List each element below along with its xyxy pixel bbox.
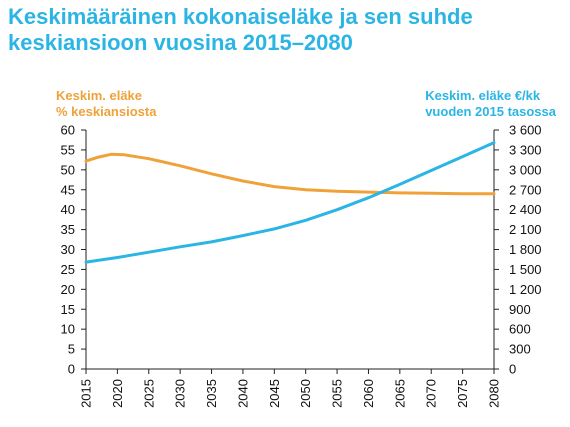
right-axis-label-line-2: vuoden 2015 tasossa bbox=[425, 104, 556, 119]
left-y-tick-label: 25 bbox=[61, 262, 75, 277]
x-tick-label: 2015 bbox=[79, 379, 94, 408]
right-y-tick-label: 2 100 bbox=[509, 222, 542, 237]
right-y-tick-label: 2 400 bbox=[509, 202, 542, 217]
x-tick-label: 2045 bbox=[267, 379, 282, 408]
right-y-tick-label: 3 000 bbox=[509, 162, 542, 177]
x-tick-label: 2080 bbox=[487, 379, 502, 408]
chart-title: Keskimääräinen kokonaiseläke ja sen suhd… bbox=[8, 4, 473, 56]
x-tick-label: 2065 bbox=[392, 379, 407, 408]
chart-title-line-2: keskiansioon vuosina 2015–2080 bbox=[8, 30, 353, 55]
ratio-series-line bbox=[84, 152, 496, 196]
x-tick-label: 2075 bbox=[455, 379, 470, 408]
right-y-tick-label: 300 bbox=[509, 342, 531, 357]
x-tick-label: 2030 bbox=[173, 379, 188, 408]
left-axis-label-line-2: % keskiansiosta bbox=[56, 104, 157, 119]
left-y-tick-label: 50 bbox=[61, 162, 75, 177]
left-y-tick-label: 20 bbox=[61, 282, 75, 297]
right-y-tick-label: 2 700 bbox=[509, 182, 542, 197]
x-tick-label: 2040 bbox=[235, 379, 250, 408]
left-axis-label: Keskim. eläke % keskiansiosta bbox=[56, 88, 156, 120]
x-tick-label: 2020 bbox=[110, 379, 125, 408]
right-y-tick-label: 600 bbox=[509, 322, 531, 337]
x-tick-label: 2070 bbox=[424, 379, 439, 408]
x-tick-label: 2050 bbox=[298, 379, 313, 408]
chart-title-line-1: Keskimääräinen kokonaiseläke ja sen suhd… bbox=[8, 4, 473, 29]
left-y-tick-label: 35 bbox=[61, 222, 75, 237]
left-y-tick-label: 5 bbox=[68, 342, 75, 357]
right-y-tick-label: 3 300 bbox=[509, 142, 542, 157]
left-y-tick-label: 15 bbox=[61, 302, 75, 317]
left-y-tick-label: 10 bbox=[61, 322, 75, 337]
left-y-tick-label: 0 bbox=[68, 362, 75, 377]
left-y-tick-label: 45 bbox=[61, 182, 75, 197]
right-y-tick-label: 0 bbox=[509, 362, 516, 377]
right-y-tick-label: 900 bbox=[509, 302, 531, 317]
left-y-tick-label: 60 bbox=[61, 123, 75, 138]
pension-series-line bbox=[84, 141, 496, 264]
right-y-tick-label: 3 600 bbox=[509, 123, 542, 138]
right-axis-label-line-1: Keskim. eläke €/kk bbox=[425, 88, 541, 103]
left-axis-label-line-1: Keskim. eläke bbox=[56, 88, 143, 103]
right-y-tick-label: 1 200 bbox=[509, 282, 542, 297]
left-y-tick-label: 30 bbox=[61, 242, 75, 257]
left-y-tick-label: 55 bbox=[61, 142, 75, 157]
right-y-tick-label: 1 800 bbox=[509, 242, 542, 257]
x-tick-label: 2035 bbox=[204, 379, 219, 408]
right-y-tick-label: 1 500 bbox=[509, 262, 542, 277]
right-axis-label: Keskim. eläke €/kk vuoden 2015 tasossa bbox=[425, 88, 556, 120]
x-tick-label: 2060 bbox=[361, 379, 376, 408]
left-y-tick-label: 40 bbox=[61, 202, 75, 217]
x-tick-label: 2055 bbox=[330, 379, 345, 408]
x-tick-label: 2025 bbox=[141, 379, 156, 408]
